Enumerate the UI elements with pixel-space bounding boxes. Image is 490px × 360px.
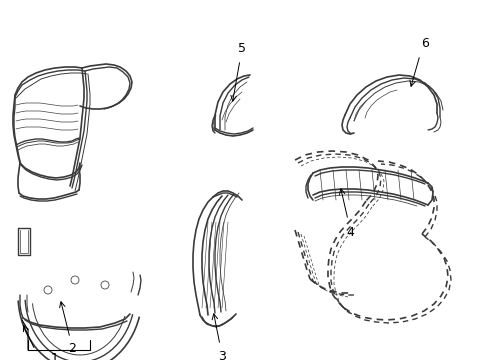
Text: 5: 5 (238, 42, 246, 55)
Text: 4: 4 (346, 226, 354, 239)
Text: 2: 2 (68, 342, 76, 355)
Text: 6: 6 (421, 37, 429, 50)
Text: 1: 1 (51, 352, 59, 360)
Text: 3: 3 (218, 350, 226, 360)
